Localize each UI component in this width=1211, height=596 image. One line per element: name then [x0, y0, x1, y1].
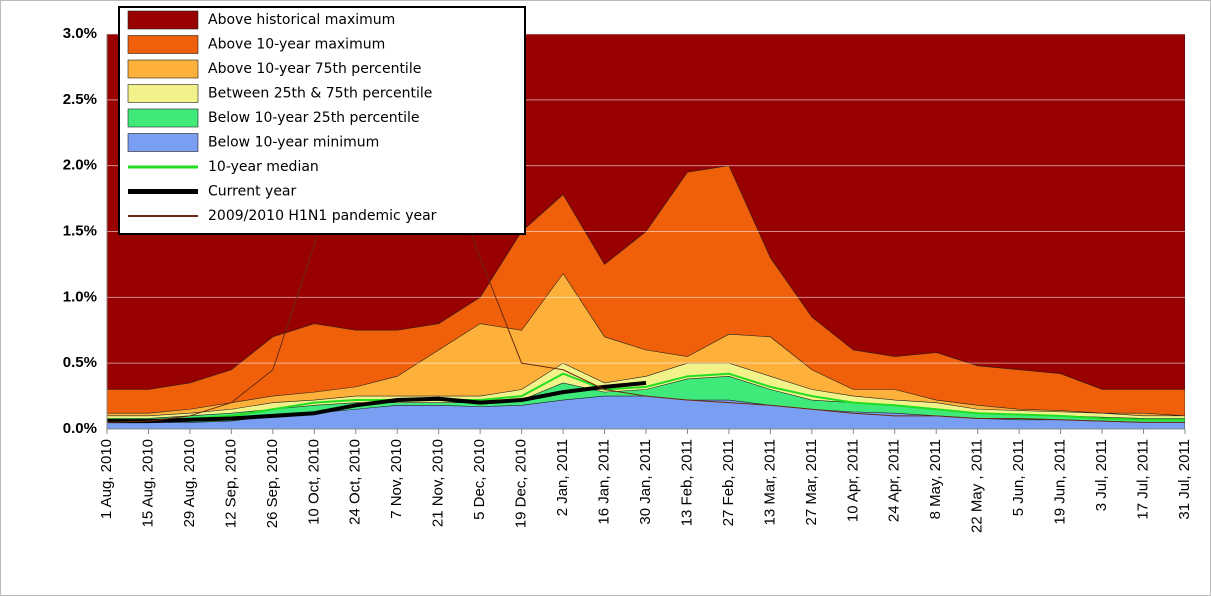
legend-swatch [127, 10, 199, 30]
x-tick-label: 27 Mar, 2011 [803, 439, 820, 525]
legend-swatch [127, 108, 199, 128]
series-line [107, 46, 1185, 423]
x-tick-label: 21 Nov, 2010 [430, 439, 447, 527]
legend-label: 10-year median [208, 159, 319, 175]
plot-area [107, 34, 1185, 429]
x-tick-label: 29 Aug, 2010 [181, 439, 198, 527]
x-tick-label: 24 Oct, 2010 [347, 439, 364, 525]
x-tick-label: 30 Jan, 2011 [637, 439, 654, 525]
x-tick-label: 17 Jul, 2011 [1135, 439, 1152, 520]
legend-swatch [127, 59, 199, 79]
y-tick-label: 2.5% [63, 91, 97, 108]
x-tick-label: 1 Aug, 2010 [98, 439, 115, 519]
y-tick-label: 1.5% [63, 222, 97, 239]
x-tick-label: 22 May , 2011 [969, 439, 986, 533]
x-tick-label: 10 Apr, 2011 [844, 439, 861, 522]
axes: 0.0% 0.5% 1.0% 1.5% 2.0% 2.5% 3.0% 1 Aug, 2010 1… [63, 25, 1193, 533]
legend-label: Above 10-year 75th percentile [208, 61, 421, 77]
x-tick-label: 13 Mar, 2011 [761, 439, 778, 525]
series-line [107, 380, 647, 424]
legend-label: 2009/2010 H1N1 pandemic year [208, 208, 437, 224]
y-tick-label: 0.0% [63, 420, 97, 437]
legend-label: Current year [208, 184, 297, 200]
legend-label: Between 25th & 75th percentile [208, 86, 432, 102]
x-tick-label: 5 Dec, 2010 [471, 439, 488, 520]
x-tick-label: 19 Dec, 2010 [513, 439, 530, 528]
x-tick-label: 10 Oct, 2010 [305, 439, 322, 525]
x-tick-label: 15 Aug, 2010 [139, 439, 156, 527]
legend-label: Below 10-year 25th percentile [208, 110, 420, 126]
legend-swatch [127, 84, 199, 103]
y-tick-label: 2.0% [63, 157, 97, 174]
x-tick-label: 13 Feb, 2011 [678, 439, 695, 526]
x-tick-label: 27 Feb, 2011 [720, 439, 737, 526]
x-tick-label: 3 Jul, 2011 [1093, 439, 1110, 511]
y-tick-label: 3.0% [63, 25, 97, 42]
y-tick-label: 0.5% [63, 354, 97, 371]
legend-label: Below 10-year minimum [208, 135, 379, 151]
x-tick-label: 19 Jun, 2011 [1052, 439, 1069, 525]
x-tick-label: 8 May, 2011 [927, 439, 944, 519]
x-tick-label: 16 Jan, 2011 [596, 439, 613, 525]
x-tick-label: 12 Sep, 2010 [222, 439, 239, 528]
legend: Above historical maximum Above 10-year ma… [118, 6, 526, 235]
x-tick-label: 2 Jan, 2011 [554, 439, 571, 516]
x-tick-label: 26 Sep, 2010 [264, 439, 281, 528]
legend-label: Above 10-year maximum [208, 37, 385, 53]
x-tick-label: 7 Nov, 2010 [388, 439, 405, 519]
y-tick-label: 1.0% [63, 288, 97, 305]
legend-swatch [127, 133, 199, 152]
legend-swatch [127, 35, 199, 54]
legend-label: Above historical maximum [208, 12, 395, 28]
x-tick-label: 5 Jun, 2011 [1010, 439, 1027, 516]
x-tick-label: 31 Jul, 2011 [1176, 439, 1193, 520]
series-line [107, 372, 1185, 421]
x-tick-label: 24 Apr, 2011 [886, 439, 903, 522]
